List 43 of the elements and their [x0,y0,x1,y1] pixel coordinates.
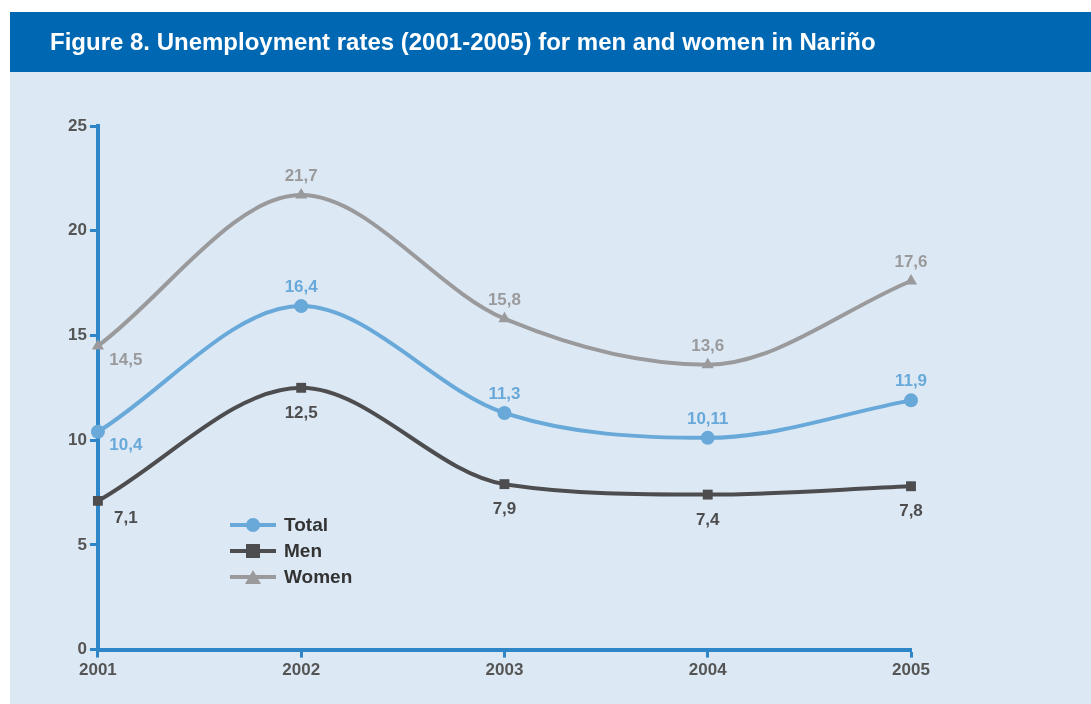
y-tick-label: 10 [67,429,87,449]
point [295,188,308,199]
point [91,338,104,350]
x-tick-label: 2002 [282,660,321,680]
y-tick-label: 5 [77,534,87,554]
point [92,495,103,506]
point [701,357,714,369]
legend-label: Women [284,566,353,588]
y-tick-label: 20 [67,220,87,240]
point [499,479,510,490]
data-label: 10,11 [686,408,729,428]
data-label: 7,8 [899,501,923,521]
x-tick-label: 2005 [892,660,930,680]
data-label: 7,1 [114,507,138,527]
point [497,405,512,420]
chart-title: Figure 8. Unemployment rates (2001-2005) for men and women in Nariño [10,12,1091,72]
y-tick-label: 25 [67,115,87,135]
data-label: 13,6 [691,335,725,355]
x-tick-label: 2004 [688,660,728,680]
legend-label: Men [284,540,322,562]
data-label: 11,9 [894,371,928,391]
data-label: 12,5 [284,402,318,422]
point [296,382,307,393]
y-tick-label: 15 [67,325,87,345]
legend-label: Total [284,514,328,536]
x-tick-label: 2003 [485,660,524,680]
data-label: 11,3 [488,383,521,403]
point [294,299,309,314]
point [904,393,918,408]
data-label: 14,5 [109,349,143,369]
data-label: 7,4 [695,509,721,529]
point [90,424,105,439]
data-label: 17,6 [894,251,928,271]
y-tick-label: 0 [77,639,87,659]
x-tick-label: 2001 [79,660,117,680]
data-label: 10,4 [109,435,143,455]
data-label: 21,7 [284,166,318,186]
data-label: 16,4 [284,277,319,297]
point [906,481,916,492]
data-label: 15,8 [487,289,521,309]
data-label: 7,9 [492,499,517,519]
point [702,489,713,500]
point [700,430,715,445]
